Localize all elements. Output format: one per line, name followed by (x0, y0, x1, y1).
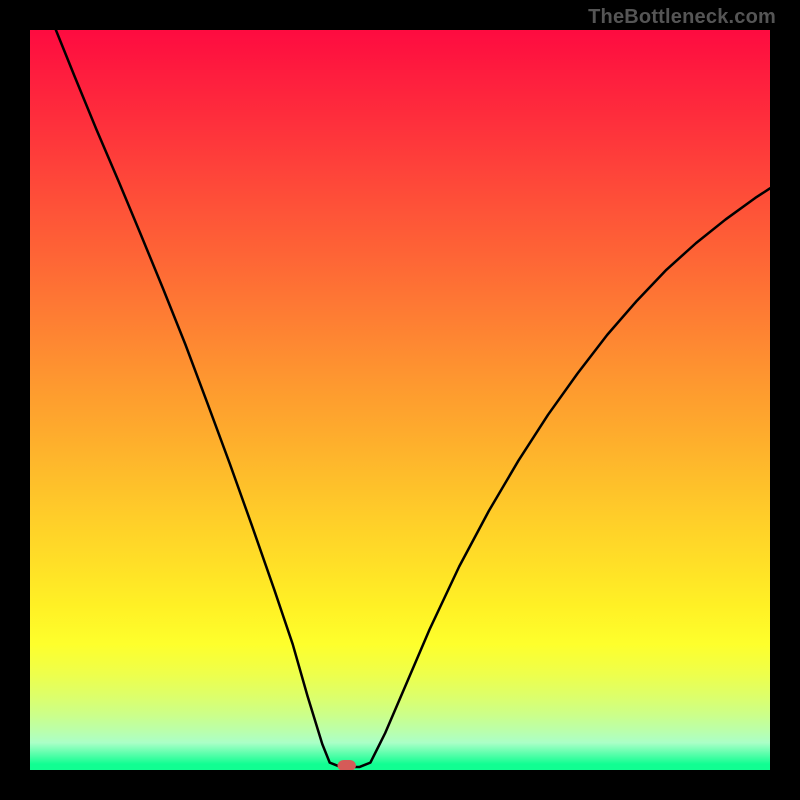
frame: TheBottleneck.com (0, 0, 800, 800)
watermark-text: TheBottleneck.com (588, 6, 776, 29)
chart-svg (30, 30, 770, 770)
optimum-marker (337, 760, 356, 770)
gradient-background (30, 30, 770, 770)
plot-area (30, 30, 770, 770)
